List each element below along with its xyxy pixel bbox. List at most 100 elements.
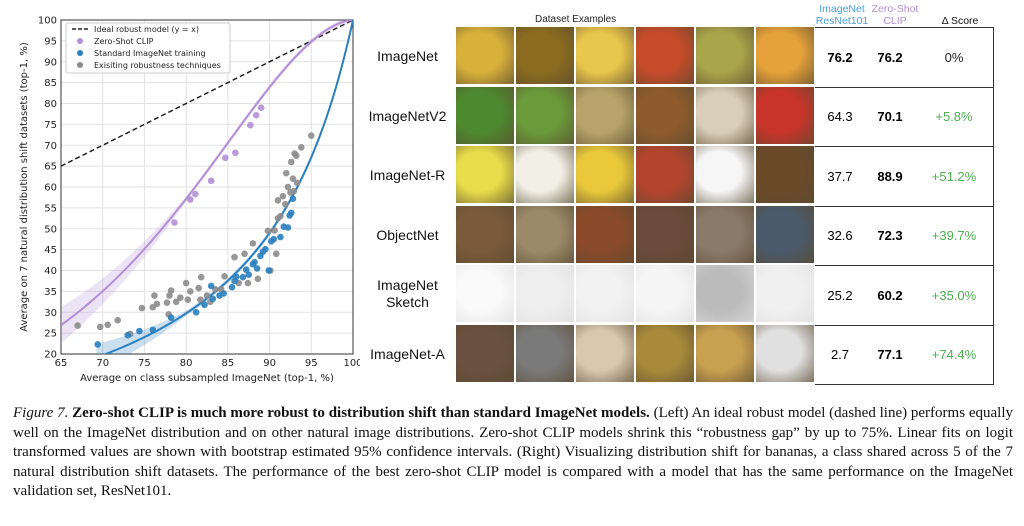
dataset-label: ImageNet-R — [369, 167, 446, 183]
dataset-label: ObjectNet — [376, 226, 439, 243]
caption-figure-number: Figure 7. — [13, 405, 69, 421]
existing-point — [221, 273, 228, 280]
banana-example-image — [456, 27, 514, 84]
y-tick-label: 35 — [44, 287, 57, 298]
table-row: 2.7 77.1 +74.4% — [815, 326, 993, 385]
standard-confidence-band — [96, 26, 351, 354]
standard-point — [289, 195, 297, 202]
dataset-label: ImageNetV2 — [368, 107, 447, 124]
standard-point — [284, 224, 292, 231]
table-row: 32.6 72.3 +39.7% — [815, 207, 993, 266]
banana-example-image — [636, 265, 694, 322]
legend-swatch — [77, 50, 83, 56]
legend-swatch — [77, 62, 83, 68]
banana-example-image — [456, 205, 514, 263]
delta-score: +39.7% — [931, 228, 977, 244]
table-row: 64.3 70.1 +5.8% — [815, 88, 993, 147]
standard-point — [228, 283, 236, 291]
existing-point — [272, 250, 280, 258]
standard-point — [232, 273, 240, 281]
y-tick-label: 30 — [44, 308, 57, 319]
banana-example-image — [456, 324, 514, 382]
existing-point — [293, 179, 301, 187]
dataset-examples-title: Dataset Examples — [535, 14, 617, 25]
robustness-scatter-chart: 65 70 75 80 85 90 95 100 20 25 30 35 40 45 50 55 60 65 70 7… — [19, 16, 360, 385]
delta-score: +35.0% — [931, 287, 977, 303]
y-tick-label: 50 — [44, 224, 57, 235]
existing-point — [184, 296, 192, 304]
existing-point — [151, 292, 158, 299]
standard-point — [192, 308, 200, 316]
table-row: 76.2 76.2 0% — [815, 28, 993, 88]
ideal-robust-line — [60, 19, 354, 167]
banana-example-image — [516, 265, 574, 322]
y-tick-label: 25 — [44, 329, 57, 340]
existing-point — [287, 158, 295, 166]
standard-point — [287, 209, 295, 217]
existing-point — [172, 298, 180, 306]
clip-point — [247, 121, 254, 129]
banana-example-image — [696, 265, 754, 322]
existing-point — [277, 212, 284, 220]
banana-example-image — [636, 86, 694, 144]
existing-point — [282, 200, 289, 208]
header-clip: Zero-Shot CLIP — [871, 3, 919, 27]
existing-point — [177, 294, 184, 301]
clip-point — [252, 111, 260, 119]
standard-point — [167, 314, 175, 321]
dataset-label: ImageNet-A — [370, 345, 445, 362]
existing-point — [297, 144, 305, 151]
delta-score: 0% — [944, 49, 964, 65]
banana-example-image — [516, 86, 574, 144]
banana-example-image — [696, 205, 754, 263]
delta-score: +5.8% — [935, 109, 973, 125]
legend-swatch — [77, 38, 83, 44]
existing-point — [254, 275, 262, 283]
existing-point — [197, 273, 205, 281]
existing-point — [279, 192, 287, 200]
existing-point — [138, 304, 146, 312]
existing-point — [182, 279, 190, 287]
resnet-score: 2.7 — [830, 347, 850, 363]
table-row: 25.2 60.2 +35.0% — [815, 266, 993, 326]
table-row: 37.7 88.9 +51.2% — [815, 147, 993, 207]
x-tick-label: 100 — [343, 358, 360, 369]
clip-score: 88.9 — [877, 168, 903, 184]
banana-example-image — [576, 324, 634, 382]
delta-score: +51.2% — [931, 168, 977, 184]
figure-caption: Figure 7. Zero-shot CLIP is much more ro… — [13, 404, 1013, 502]
y-tick-label: 60 — [44, 183, 57, 194]
existing-point — [284, 183, 292, 191]
existing-point — [187, 288, 194, 295]
existing-point — [244, 279, 252, 287]
x-axis-label: Average on class subsampled ImageNet (to… — [80, 373, 334, 384]
dataset-label: ImageNet — [377, 48, 438, 64]
banana-example-image — [636, 27, 694, 84]
standard-point — [201, 301, 208, 309]
plot-frame — [60, 19, 354, 355]
banana-example-image — [756, 27, 814, 84]
existing-point — [153, 300, 161, 308]
standard-point — [262, 245, 269, 253]
standard-point — [265, 267, 273, 274]
banana-example-image — [756, 86, 814, 144]
standard-fit-line — [103, 20, 353, 354]
banana-example-image — [696, 324, 754, 382]
header-delta: Δ Score — [941, 15, 979, 27]
banana-example-image — [516, 27, 574, 84]
banana-example-image — [756, 265, 814, 322]
standard-point — [94, 341, 102, 348]
banana-example-image — [696, 27, 754, 84]
resnet-score: 37.7 — [827, 168, 853, 184]
banana-example-image — [696, 86, 754, 144]
legend-label: Zero-Shot CLIP — [94, 37, 154, 46]
clip-point — [187, 196, 194, 203]
banana-example-image — [576, 205, 634, 263]
y-tick-label: 80 — [44, 99, 57, 110]
standard-point — [136, 327, 143, 335]
banana-example-image — [456, 265, 514, 322]
score-table: 76.2 76.2 0% 64.3 70.1 +5.8% 37.7 88.9 +51.2% 32.… — [815, 27, 994, 385]
banana-example-image — [756, 324, 814, 382]
existing-point — [74, 322, 81, 329]
legend-label: Exisiting robustness techniques — [94, 61, 221, 70]
